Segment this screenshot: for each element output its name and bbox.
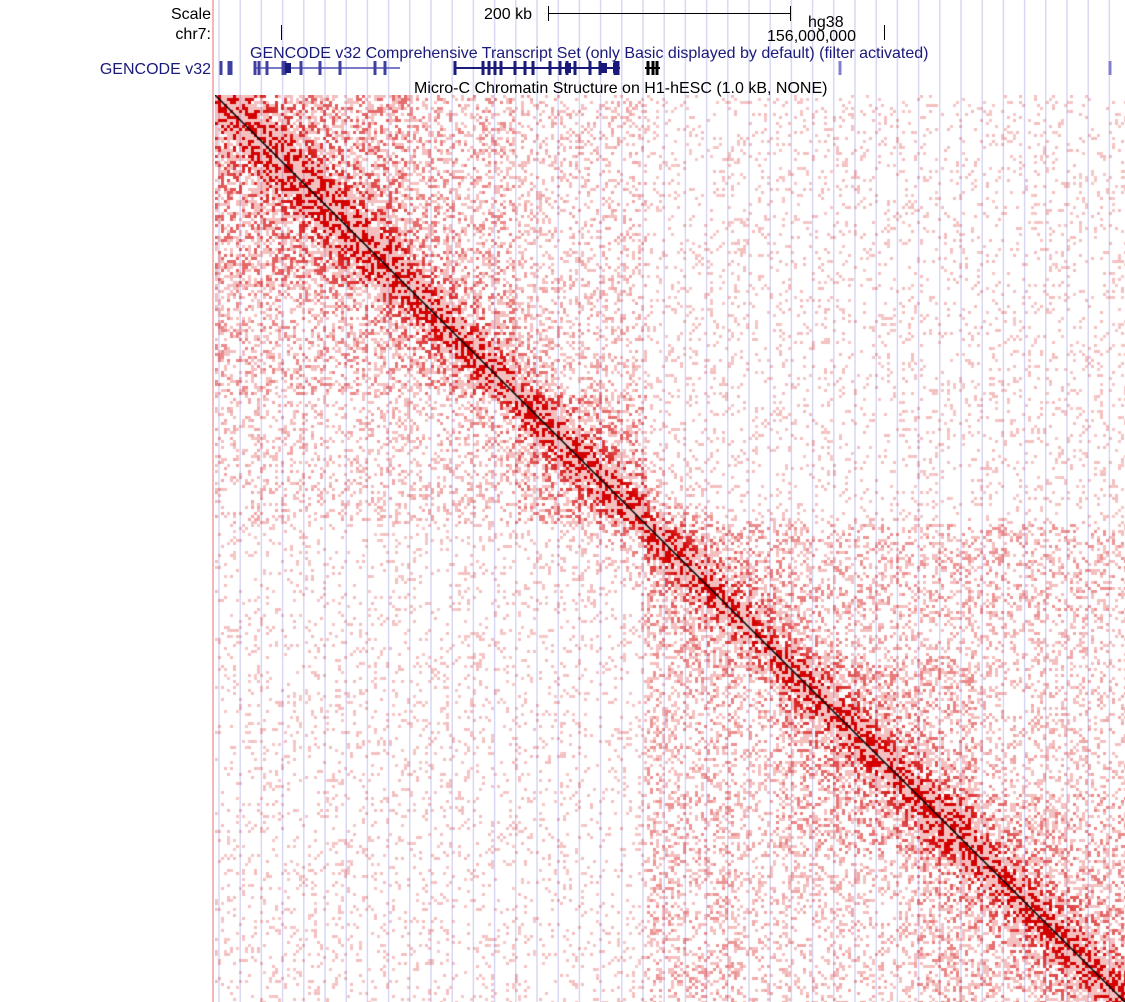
scale-bar [548,13,791,14]
gencode-side-label[interactable]: GENCODE v32 [99,61,211,78]
gencode-track-title[interactable]: GENCODE v32 Comprehensive Transcript Set… [250,45,929,62]
chrom-label: chr7: [175,26,211,43]
position-tick [884,25,885,40]
scale-bar-label: 200 kb [484,6,533,23]
scale-bar-tick [548,6,549,21]
micro-c-heatmap[interactable] [215,95,1125,1002]
position-label: 156,000,000 [767,28,856,45]
scale-label: Scale [170,6,211,23]
gene-models[interactable] [215,58,1125,78]
track-left-border [212,0,214,1002]
assembly-label: hg38 [808,14,844,31]
scale-bar-tick [790,6,791,21]
microc-track-title[interactable]: Micro-C Chromatin Structure on H1-hESC (… [414,80,828,97]
position-tick [281,25,282,40]
